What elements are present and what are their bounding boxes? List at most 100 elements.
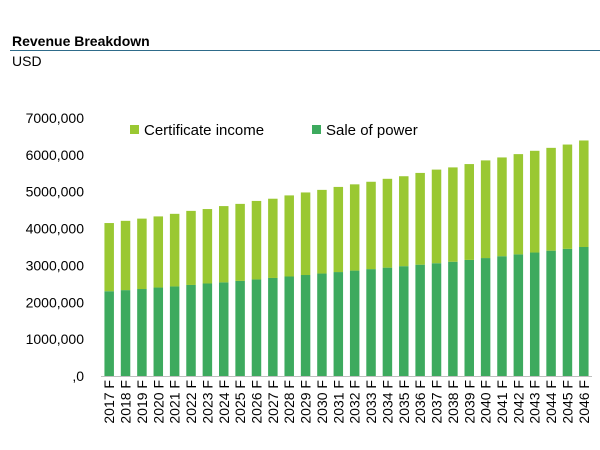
x-tick-label: 2029 F (298, 380, 314, 424)
bar-sale-of-power (579, 247, 589, 376)
bar-certificate-income (137, 218, 147, 290)
bar-sale-of-power (562, 248, 573, 376)
x-tick-label: 2017 F (101, 380, 117, 424)
bar-certificate-income (431, 169, 442, 264)
bar-sale-of-power (382, 267, 393, 376)
bar-sale-of-power (300, 275, 311, 376)
bar-sale-of-power (251, 279, 262, 376)
y-tick-label: 4000,000 (26, 221, 85, 237)
bar-certificate-income (202, 209, 213, 284)
x-tick-label: 2024 F (216, 380, 232, 424)
bar-sale-of-power (104, 291, 114, 376)
bar-sale-of-power (349, 270, 360, 376)
x-tick-label: 2042 F (510, 380, 526, 424)
x-tick-label: 2020 F (150, 380, 166, 424)
bar-sale-of-power (399, 266, 409, 376)
x-tick-label: 2034 F (379, 380, 395, 424)
bar-sale-of-power (480, 258, 491, 376)
bar-certificate-income (546, 147, 556, 251)
bar-certificate-income (219, 206, 229, 283)
bar-certificate-income (186, 210, 196, 285)
y-tick-label: 7000,000 (26, 110, 85, 126)
bar-sale-of-power (415, 264, 425, 376)
bar-certificate-income (251, 200, 262, 280)
bar-certificate-income (317, 189, 327, 274)
bar-certificate-income (153, 216, 164, 288)
y-tick-label: 5000,000 (26, 184, 85, 200)
x-tick-label: 2025 F (232, 380, 248, 424)
x-tick-label: 2045 F (559, 380, 575, 424)
y-axis: ,0 1000,000 2000,000 3000,000 4000,000 5000,0… (26, 110, 85, 384)
bar-certificate-income (513, 154, 524, 255)
x-tick-label: 2043 F (527, 380, 543, 424)
y-tick-label: 2000,000 (26, 294, 85, 310)
x-tick-label: 2027 F (265, 380, 281, 424)
x-tick-label: 2031 F (330, 380, 346, 424)
bar-sale-of-power (464, 259, 474, 376)
y-tick-label: 6000,000 (26, 147, 85, 163)
bar-certificate-income (529, 150, 540, 253)
unit-label: USD (12, 53, 42, 69)
bar-sale-of-power (546, 250, 556, 376)
bar-sale-of-power (169, 286, 180, 376)
bar-certificate-income (268, 198, 278, 278)
chart-title: Revenue Breakdown (12, 33, 150, 49)
bar-sale-of-power (120, 290, 131, 376)
bar-sale-of-power (333, 272, 344, 376)
x-tick-label: 2022 F (183, 380, 199, 424)
title-divider (10, 50, 600, 51)
bars (104, 140, 589, 376)
y-tick-label: 1000,000 (26, 331, 85, 347)
bar-sale-of-power (529, 252, 540, 376)
legend-label: Certificate income (144, 122, 264, 139)
legend-label: Sale of power (326, 122, 418, 139)
bar-certificate-income (480, 160, 491, 259)
x-tick-label: 2046 F (576, 380, 592, 424)
bar-certificate-income (235, 203, 245, 281)
y-tick-label: ,0 (72, 368, 84, 384)
bar-sale-of-power (153, 287, 164, 376)
x-tick-label: 2021 F (167, 380, 183, 424)
x-tick-label: 2032 F (347, 380, 363, 424)
legend-swatch (312, 125, 321, 134)
bar-sale-of-power (513, 254, 524, 376)
bar-certificate-income (415, 172, 425, 265)
bar-sale-of-power (137, 289, 147, 376)
bar-sale-of-power (366, 269, 376, 376)
legend: Certificate income Sale of power (130, 122, 418, 139)
bar-sale-of-power (317, 273, 327, 376)
x-tick-label: 2019 F (134, 380, 150, 424)
x-tick-label: 2044 F (543, 380, 559, 424)
x-tick-label: 2039 F (461, 380, 477, 424)
bar-certificate-income (349, 184, 360, 271)
x-tick-label: 2026 F (248, 380, 264, 424)
bar-certificate-income (464, 164, 474, 260)
x-tick-label: 2038 F (445, 380, 461, 424)
x-tick-label: 2041 F (494, 380, 510, 424)
bar-sale-of-power (284, 276, 294, 376)
y-tick-label: 3000,000 (26, 257, 85, 273)
bar-certificate-income (562, 144, 573, 249)
x-tick-label: 2030 F (314, 380, 330, 424)
x-axis: 2017 F 2018 F 2019 F 2020 F 2021 F 2022 F 2023… (101, 376, 592, 424)
bar-certificate-income (284, 195, 294, 277)
x-tick-label: 2028 F (281, 380, 297, 424)
legend-swatch (130, 125, 139, 134)
bar-certificate-income (579, 140, 589, 247)
bar-certificate-income (382, 178, 393, 268)
bar-certificate-income (399, 176, 409, 267)
x-tick-label: 2018 F (118, 380, 134, 424)
bar-certificate-income (366, 181, 376, 270)
x-tick-label: 2040 F (478, 380, 494, 424)
bar-sale-of-power (268, 277, 278, 376)
bar-certificate-income (104, 223, 114, 292)
x-tick-label: 2035 F (396, 380, 412, 424)
bar-sale-of-power (186, 284, 196, 376)
x-tick-label: 2033 F (363, 380, 379, 424)
bar-certificate-income (497, 157, 507, 257)
x-tick-label: 2036 F (412, 380, 428, 424)
bar-sale-of-power (219, 282, 229, 376)
bar-sale-of-power (497, 256, 507, 376)
bar-sale-of-power (448, 261, 458, 376)
